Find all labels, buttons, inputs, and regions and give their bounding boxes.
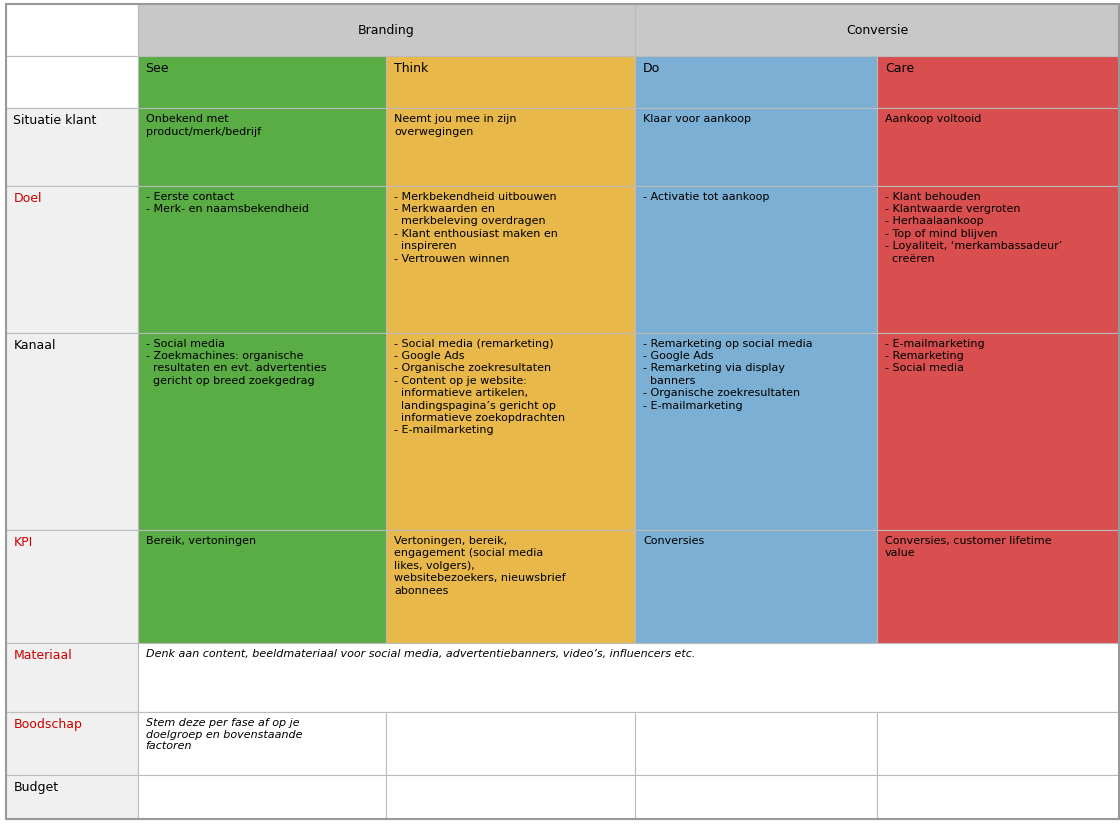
Text: - Merkbekendheid uitbouwen
- Merkwaarden en
  merkbeleving overdragen
- Klant en: - Merkbekendheid uitbouwen - Merkwaarden… — [394, 192, 558, 264]
Bar — [6, 775, 138, 819]
Bar — [138, 712, 386, 775]
Bar — [877, 775, 1119, 819]
Text: KPI: KPI — [13, 536, 32, 549]
Bar — [138, 108, 386, 186]
Bar — [877, 712, 1119, 775]
Bar — [386, 530, 635, 643]
Text: Conversies: Conversies — [643, 536, 704, 546]
Bar — [877, 530, 1119, 643]
Bar — [386, 186, 635, 333]
Bar — [138, 4, 635, 56]
Bar — [138, 643, 1119, 712]
Bar — [635, 108, 877, 186]
Text: Stem deze per fase af op je
doelgroep en bovenstaande
factoren: Stem deze per fase af op je doelgroep en… — [146, 718, 302, 752]
Bar — [877, 108, 1119, 186]
Bar — [6, 108, 138, 186]
Text: - E-mailmarketing
- Remarketing
- Social media: - E-mailmarketing - Remarketing - Social… — [885, 339, 984, 373]
Bar — [877, 333, 1119, 530]
Text: Kanaal: Kanaal — [13, 339, 56, 351]
Text: - Remarketing op social media
- Google Ads
- Remarketing via display
  banners
-: - Remarketing op social media - Google A… — [643, 339, 812, 411]
Bar — [6, 186, 138, 333]
Text: Situatie klant: Situatie klant — [13, 114, 96, 127]
Bar — [386, 775, 635, 819]
Bar — [6, 4, 138, 56]
Text: Doel: Doel — [13, 192, 41, 204]
Bar — [877, 186, 1119, 333]
Bar — [138, 775, 386, 819]
Bar — [635, 712, 877, 775]
Bar — [6, 712, 138, 775]
Bar — [138, 56, 386, 108]
Text: Denk aan content, beeldmateriaal voor social media, advertentiebanners, video’s,: Denk aan content, beeldmateriaal voor so… — [146, 649, 696, 659]
Text: Budget: Budget — [13, 781, 58, 794]
Bar — [386, 56, 635, 108]
Text: - Social media (remarketing)
- Google Ads
- Organische zoekresultaten
- Content : - Social media (remarketing) - Google Ad… — [394, 339, 566, 435]
Text: Boodschap: Boodschap — [13, 718, 82, 731]
Text: Conversies, customer lifetime
value: Conversies, customer lifetime value — [885, 536, 1052, 559]
Bar — [6, 56, 138, 108]
Text: - Klant behouden
- Klantwaarde vergroten
- Herhaalaankoop
- Top of mind blijven
: - Klant behouden - Klantwaarde vergroten… — [885, 192, 1062, 264]
Text: Klaar voor aankoop: Klaar voor aankoop — [643, 114, 750, 124]
Text: Care: Care — [885, 62, 914, 75]
Bar — [6, 530, 138, 643]
Bar — [635, 4, 1119, 56]
Bar — [635, 530, 877, 643]
Text: See: See — [146, 62, 169, 75]
Text: - Eerste contact
- Merk- en naamsbekendheid: - Eerste contact - Merk- en naamsbekendh… — [146, 192, 309, 214]
Text: Conversie: Conversie — [846, 24, 908, 37]
Bar — [386, 712, 635, 775]
Text: Think: Think — [394, 62, 429, 75]
Text: - Activatie tot aankoop: - Activatie tot aankoop — [643, 192, 769, 202]
Bar — [635, 56, 877, 108]
Text: Bereik, vertoningen: Bereik, vertoningen — [146, 536, 255, 546]
Bar — [138, 186, 386, 333]
Bar — [6, 643, 138, 712]
Text: Vertoningen, bereik,
engagement (social media
likes, volgers),
websitebezoekers,: Vertoningen, bereik, engagement (social … — [394, 536, 566, 596]
Bar — [138, 333, 386, 530]
Text: Do: Do — [643, 62, 660, 75]
Bar — [138, 530, 386, 643]
Bar — [386, 108, 635, 186]
Bar — [386, 333, 635, 530]
Text: - Social media
- Zoekmachines: organische
  resultaten en evt. advertenties
  ge: - Social media - Zoekmachines: organisch… — [146, 339, 326, 386]
Text: Onbekend met
product/merk/bedrijf: Onbekend met product/merk/bedrijf — [146, 114, 261, 137]
Bar — [635, 333, 877, 530]
Text: Materiaal: Materiaal — [13, 649, 72, 662]
Bar — [635, 775, 877, 819]
Bar — [877, 56, 1119, 108]
Text: Neemt jou mee in zijn
overwegingen: Neemt jou mee in zijn overwegingen — [394, 114, 516, 137]
Bar — [635, 186, 877, 333]
Bar — [6, 333, 138, 530]
Text: Aankoop voltooid: Aankoop voltooid — [885, 114, 981, 124]
Text: Branding: Branding — [358, 24, 414, 37]
